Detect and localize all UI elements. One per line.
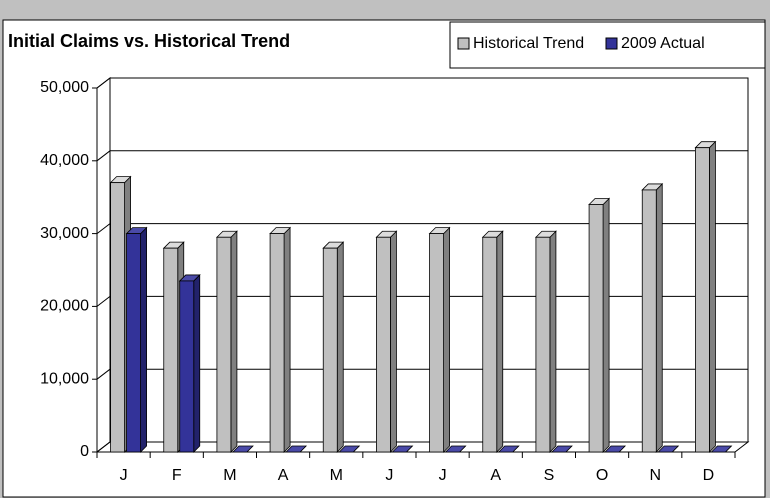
x-tick-label: D (703, 467, 715, 484)
grid-line (96, 223, 111, 234)
bar (179, 280, 195, 453)
bar (641, 189, 657, 453)
bar-top (231, 445, 254, 453)
bar-top (444, 445, 467, 453)
bar-side (549, 230, 557, 453)
bar-top (657, 445, 680, 453)
x-tick-label: M (223, 467, 236, 484)
x-tick-label: J (439, 467, 447, 484)
y-tick-label: 10,000 (40, 370, 89, 387)
y-tick-label: 30,000 (40, 225, 89, 242)
bar (376, 236, 391, 453)
bar-side (230, 230, 238, 453)
grid-line (96, 368, 111, 380)
bar (269, 233, 285, 453)
bar-side (709, 140, 716, 453)
bar-top (285, 445, 308, 453)
grid-line (96, 296, 111, 307)
y-tick-label: 0 (80, 443, 89, 460)
bar-top (710, 445, 733, 453)
bar-top (550, 445, 573, 453)
bar-top (338, 445, 361, 453)
legend-label: 2009 Actual (621, 35, 705, 52)
bar-side (193, 273, 201, 453)
x-tick-label: A (490, 467, 501, 484)
x-tick-label: O (596, 467, 608, 484)
y-tick-label: 40,000 (40, 152, 89, 169)
bar-side (140, 226, 147, 453)
bar-top (497, 445, 520, 453)
bar-side (496, 230, 504, 453)
side-wall (96, 76, 111, 454)
x-tick-label: F (172, 467, 182, 484)
y-tick-label: 50,000 (40, 79, 89, 96)
bar (535, 236, 551, 453)
bar-side (336, 241, 344, 453)
legend-swatch (605, 37, 618, 50)
bar (110, 182, 125, 453)
y-tick-label: 20,000 (40, 298, 89, 315)
x-tick-label: J (120, 467, 128, 484)
grid-line (96, 77, 111, 89)
x-tick-label: N (649, 467, 661, 484)
legend-label: Historical Trend (473, 35, 584, 52)
legend-swatch (457, 37, 470, 50)
bar-side (443, 226, 450, 453)
bar (163, 247, 179, 453)
bar-side (390, 230, 397, 453)
bar-top (604, 445, 627, 453)
bar-side (602, 197, 610, 453)
bar (126, 233, 141, 453)
grid-line (96, 441, 111, 453)
bar-side (283, 226, 291, 453)
bar (482, 236, 498, 453)
bar (322, 247, 338, 453)
x-tick-label: S (544, 467, 555, 484)
bar-side (655, 182, 663, 453)
bar (429, 233, 444, 453)
bar (588, 204, 604, 453)
x-tick-label: J (385, 467, 393, 484)
chart-title: Initial Claims vs. Historical Trend (8, 31, 290, 51)
bar (216, 236, 232, 453)
bar (695, 147, 710, 453)
x-tick-label: A (278, 467, 289, 484)
bar-top (391, 445, 414, 453)
x-tick-label: M (330, 467, 343, 484)
grid-line (96, 150, 111, 162)
